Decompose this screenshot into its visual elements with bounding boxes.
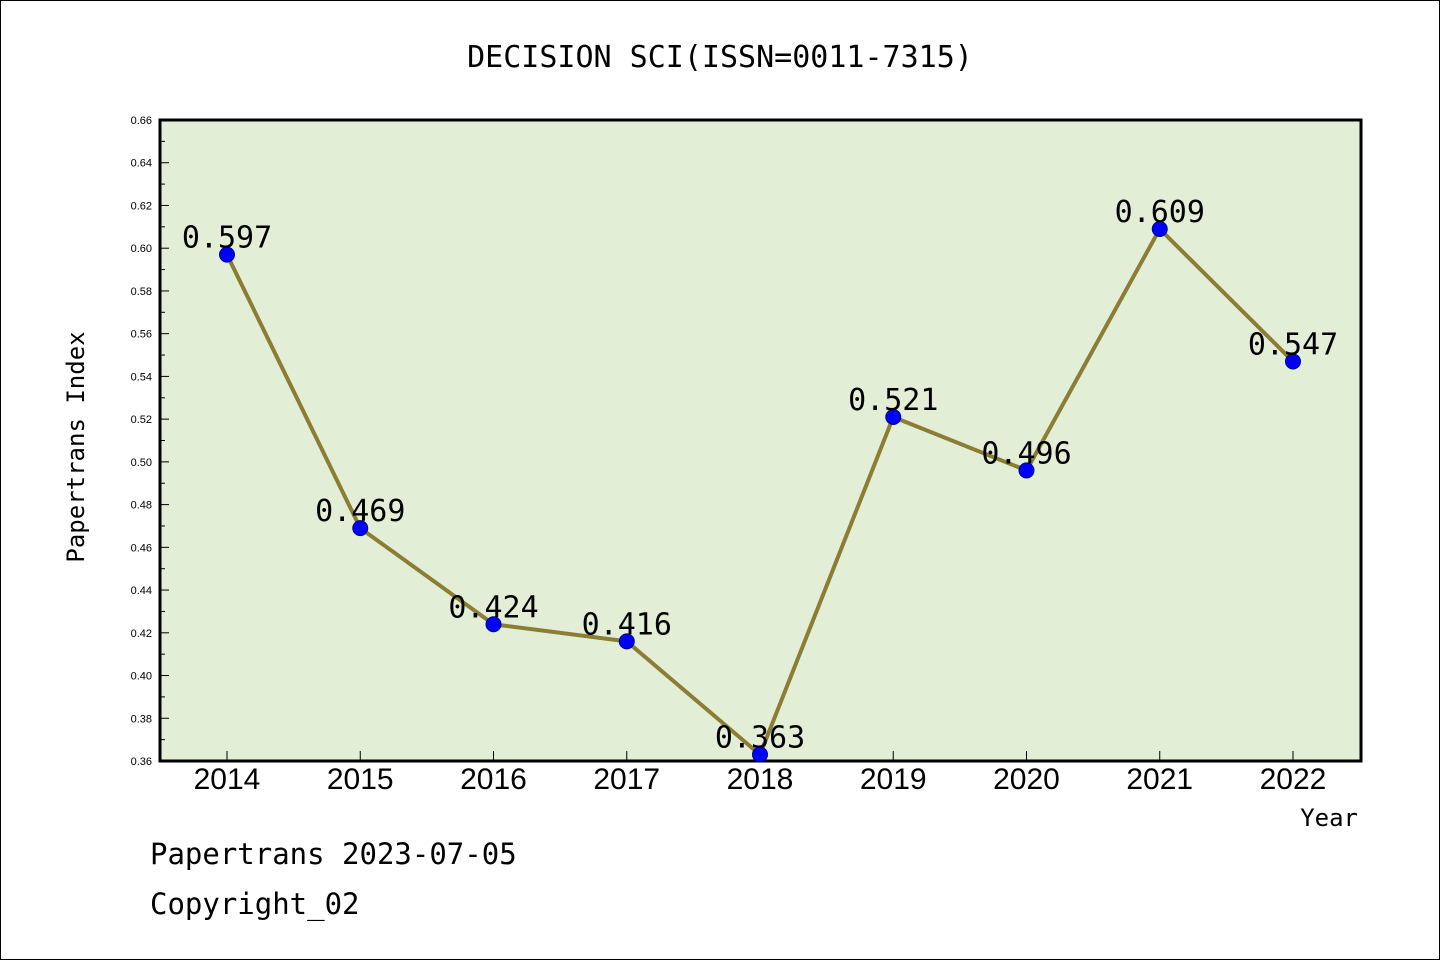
data-point <box>485 616 502 633</box>
y-tick-label: 0.64 <box>131 158 152 170</box>
x-tick-label: 2016 <box>460 763 527 796</box>
y-tick-label: 0.50 <box>131 457 152 469</box>
y-tick-label: 0.44 <box>131 585 152 597</box>
data-label: 0.424 <box>448 590 538 625</box>
y-tick-label: 0.62 <box>131 200 152 212</box>
y-tick-label: 0.58 <box>131 286 152 298</box>
data-label: 0.469 <box>315 494 405 529</box>
data-point <box>1018 462 1035 479</box>
y-axis-ticks: 0.36 0.38 0.40 0.42 0.44 0.46 0.48 0.50 0.52 0.54… <box>131 115 169 768</box>
y-tick-label: 0.52 <box>131 414 152 426</box>
y-tick-label: 0.42 <box>131 628 152 640</box>
x-tick-label: 2020 <box>993 763 1060 796</box>
data-point <box>618 633 635 650</box>
x-tick-label: 2018 <box>727 763 794 796</box>
data-label: 0.496 <box>981 436 1071 471</box>
series-group <box>219 220 1301 763</box>
y-tick-label: 0.48 <box>131 500 152 512</box>
data-label: 0.416 <box>582 607 672 642</box>
footer-copyright: Copyright_02 <box>150 887 360 922</box>
data-label: 0.521 <box>848 383 938 418</box>
y-tick-label: 0.46 <box>131 542 152 554</box>
x-tick-label: 2014 <box>194 763 261 796</box>
x-tick-label: 2019 <box>860 763 927 796</box>
y-tick-label: 0.38 <box>131 713 152 725</box>
y-tick-label: 0.54 <box>131 371 152 383</box>
data-point <box>885 408 902 425</box>
y-tick-label: 0.40 <box>131 671 152 683</box>
x-tick-label: 2022 <box>1260 763 1327 796</box>
footer-date: Papertrans 2023-07-05 <box>150 837 517 871</box>
data-point <box>752 746 768 763</box>
y-axis-label: Papertrans Index <box>62 331 90 562</box>
data-label: 0.597 <box>182 221 272 256</box>
data-label: 0.363 <box>715 721 805 756</box>
data-point <box>352 520 369 537</box>
data-labels-group: 0.597 0.469 0.424 0.416 0.363 0.521 0.496 0.609… <box>182 195 1338 756</box>
y-tick-label: 0.66 <box>131 115 152 127</box>
data-label: 0.609 <box>1115 195 1205 230</box>
data-point <box>1151 220 1168 237</box>
x-axis-label: Year <box>1300 804 1358 832</box>
data-point <box>219 246 235 263</box>
x-tick-label: 2015 <box>327 763 394 796</box>
x-tick-label: 2021 <box>1126 763 1193 796</box>
chart-title: DECISION SCI(ISSN=0011-7315) <box>467 40 973 75</box>
x-tick-label: 2017 <box>593 763 660 796</box>
data-point <box>1285 353 1301 370</box>
data-label: 0.547 <box>1248 327 1338 362</box>
y-tick-label: 0.56 <box>131 329 152 341</box>
x-axis-ticks: 2014 2015 2016 2017 2018 2019 2020 2021 2022 <box>194 751 1327 796</box>
y-tick-label: 0.60 <box>131 243 152 255</box>
y-tick-label: 0.36 <box>131 756 152 768</box>
